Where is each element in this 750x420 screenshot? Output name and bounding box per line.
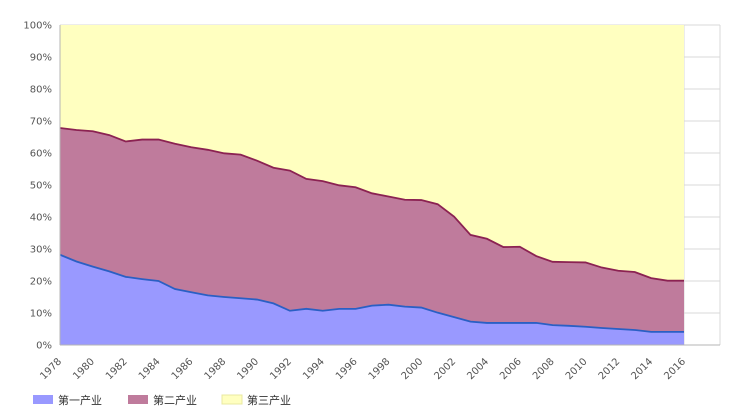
y-tick-label: 80% [30, 85, 52, 96]
series-area-2 [60, 128, 684, 332]
y-tick-label: 100% [23, 21, 52, 32]
y-tick-label: 30% [30, 245, 52, 256]
legend-swatch-1 [33, 395, 53, 404]
series-line-2 [59, 127, 684, 282]
y-axis-ticks: 0% 10% 20% 30% 40% 50% 60% 70% 80% 90% 100% [23, 21, 52, 352]
legend-label-3: 第三产业 [247, 393, 291, 407]
y-tick-label: 90% [30, 53, 52, 64]
series-area-3 [60, 25, 684, 281]
legend-label-1: 第一产业 [58, 393, 102, 407]
legend-swatch-3 [221, 394, 243, 405]
series-line-1 [59, 253, 684, 333]
legend-label-2: 第二产业 [153, 393, 197, 407]
series-area-1 [60, 254, 684, 345]
legend-swatch-2 [128, 395, 148, 404]
y-tick-label: 10% [30, 309, 52, 320]
series-areas [60, 25, 684, 345]
y-tick-label: 20% [30, 277, 52, 288]
y-tick-label: 60% [30, 149, 52, 160]
series-lines [59, 127, 684, 333]
y-tick-label: 40% [30, 213, 52, 224]
y-tick-label: 50% [30, 181, 52, 192]
y-tick-label: 70% [30, 117, 52, 128]
y-tick-label: 0% [36, 341, 52, 352]
legend: 第一产业 第二产业 第三产业 [33, 393, 291, 407]
axes [59, 25, 720, 346]
